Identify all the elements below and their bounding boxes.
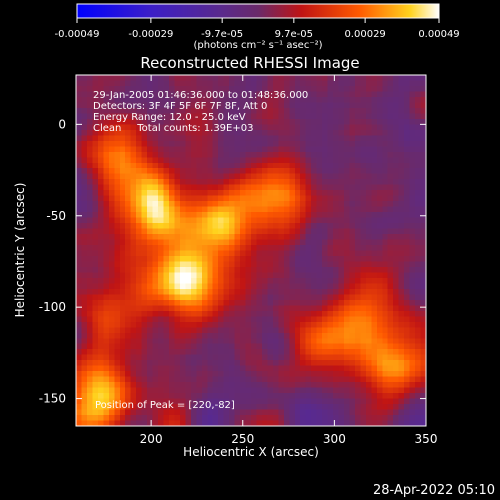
colorbar-unit-label: (photons cm⁻² s⁻¹ asec⁻²) [193,40,322,51]
colorbar-tick-label: -9.7e-05 [201,29,243,40]
y-tick-label: 0 [58,117,66,131]
colorbar: -0.00049 -0.00029 -9.7e-05 9.7e-05 0.00029 0.… [55,3,460,51]
colorbar-tick-label: -0.00029 [128,29,173,40]
footer-timestamp: 28-Apr-2022 05:10 [373,483,495,498]
y-tick-label: -150 [39,392,66,406]
x-tick-label: 200 [140,432,163,446]
x-tick-label: 250 [231,432,254,446]
peak-position-label: Position of Peak = [220,-82] [95,400,235,411]
annotation-block: 29-Jan-2005 01:46:36.000 to 01:48:36.000… [93,90,308,134]
x-axis-label: Heliocentric X (arcsec) [183,445,319,459]
heatmap-image [76,75,426,426]
colorbar-gradient [76,3,440,19]
annotation-detectors: Detectors: 3F 4F 5F 6F 7F 8F, Att 0 [93,101,267,112]
chart-title: Reconstructed RHESSI Image [140,54,359,72]
annotation-time: 29-Jan-2005 01:46:36.000 to 01:48:36.000 [93,90,308,101]
heatmap [75,74,427,427]
x-tick-label: 350 [415,432,438,446]
colorbar-tick-label: 0.00049 [418,29,459,40]
y-tick-label: -100 [39,300,66,314]
axis-ticks: 200 250 300 350 0 -50 -100 -150 [39,75,438,446]
colorbar-ticks: -0.00049 -0.00029 -9.7e-05 9.7e-05 0.00029 0.… [55,18,460,40]
y-axis-label: Heliocentric Y (arcsec) [13,183,27,318]
annotation-counts: Clean Total counts: 1.39E+03 [93,123,253,134]
colorbar-tick-label: 0.00029 [344,29,385,40]
plot-frame [75,74,427,427]
x-tick-label: 300 [323,432,346,446]
colorbar-tick-label: 9.7e-05 [275,29,313,40]
y-tick-label: -50 [46,209,66,223]
colorbar-tick-label: -0.00049 [55,29,100,40]
annotation-energy: Energy Range: 12.0 - 25.0 keV [93,112,246,123]
